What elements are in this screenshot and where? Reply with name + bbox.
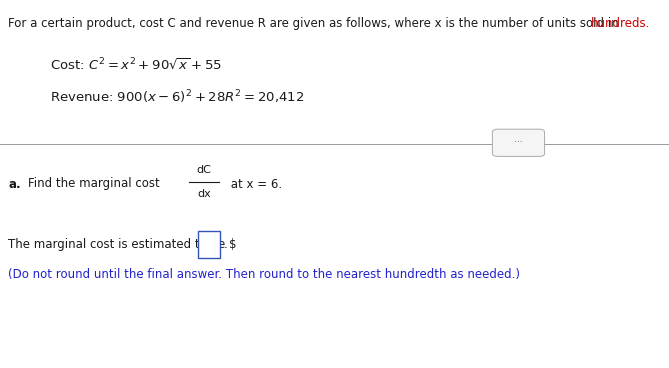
FancyBboxPatch shape: [198, 231, 220, 258]
Text: For a certain product, cost C and revenue R are given as follows, where x is the: For a certain product, cost C and revenu…: [8, 17, 622, 29]
Text: dC: dC: [197, 165, 211, 175]
Text: hundreds.: hundreds.: [591, 17, 650, 29]
Text: Find the marginal cost: Find the marginal cost: [28, 177, 160, 191]
Text: .: .: [223, 238, 227, 251]
Text: dx: dx: [197, 189, 211, 199]
Text: (Do not round until the final answer. Then round to the nearest hundredth as nee: (Do not round until the final answer. Th…: [8, 268, 520, 281]
Text: a.: a.: [8, 177, 21, 191]
Text: at x = 6.: at x = 6.: [227, 177, 282, 191]
Text: Cost: $C^2 = x^2 + 90\sqrt{x} + 55$: Cost: $C^2 = x^2 + 90\sqrt{x} + 55$: [50, 57, 222, 72]
Text: Revenue: $900(x - 6)^2 + 28R^2 = 20{,}412$: Revenue: $900(x - 6)^2 + 28R^2 = 20{,}41…: [50, 88, 304, 106]
FancyBboxPatch shape: [492, 129, 545, 156]
Text: The marginal cost is estimated to be $: The marginal cost is estimated to be $: [8, 238, 237, 251]
Text: ···: ···: [514, 138, 522, 147]
